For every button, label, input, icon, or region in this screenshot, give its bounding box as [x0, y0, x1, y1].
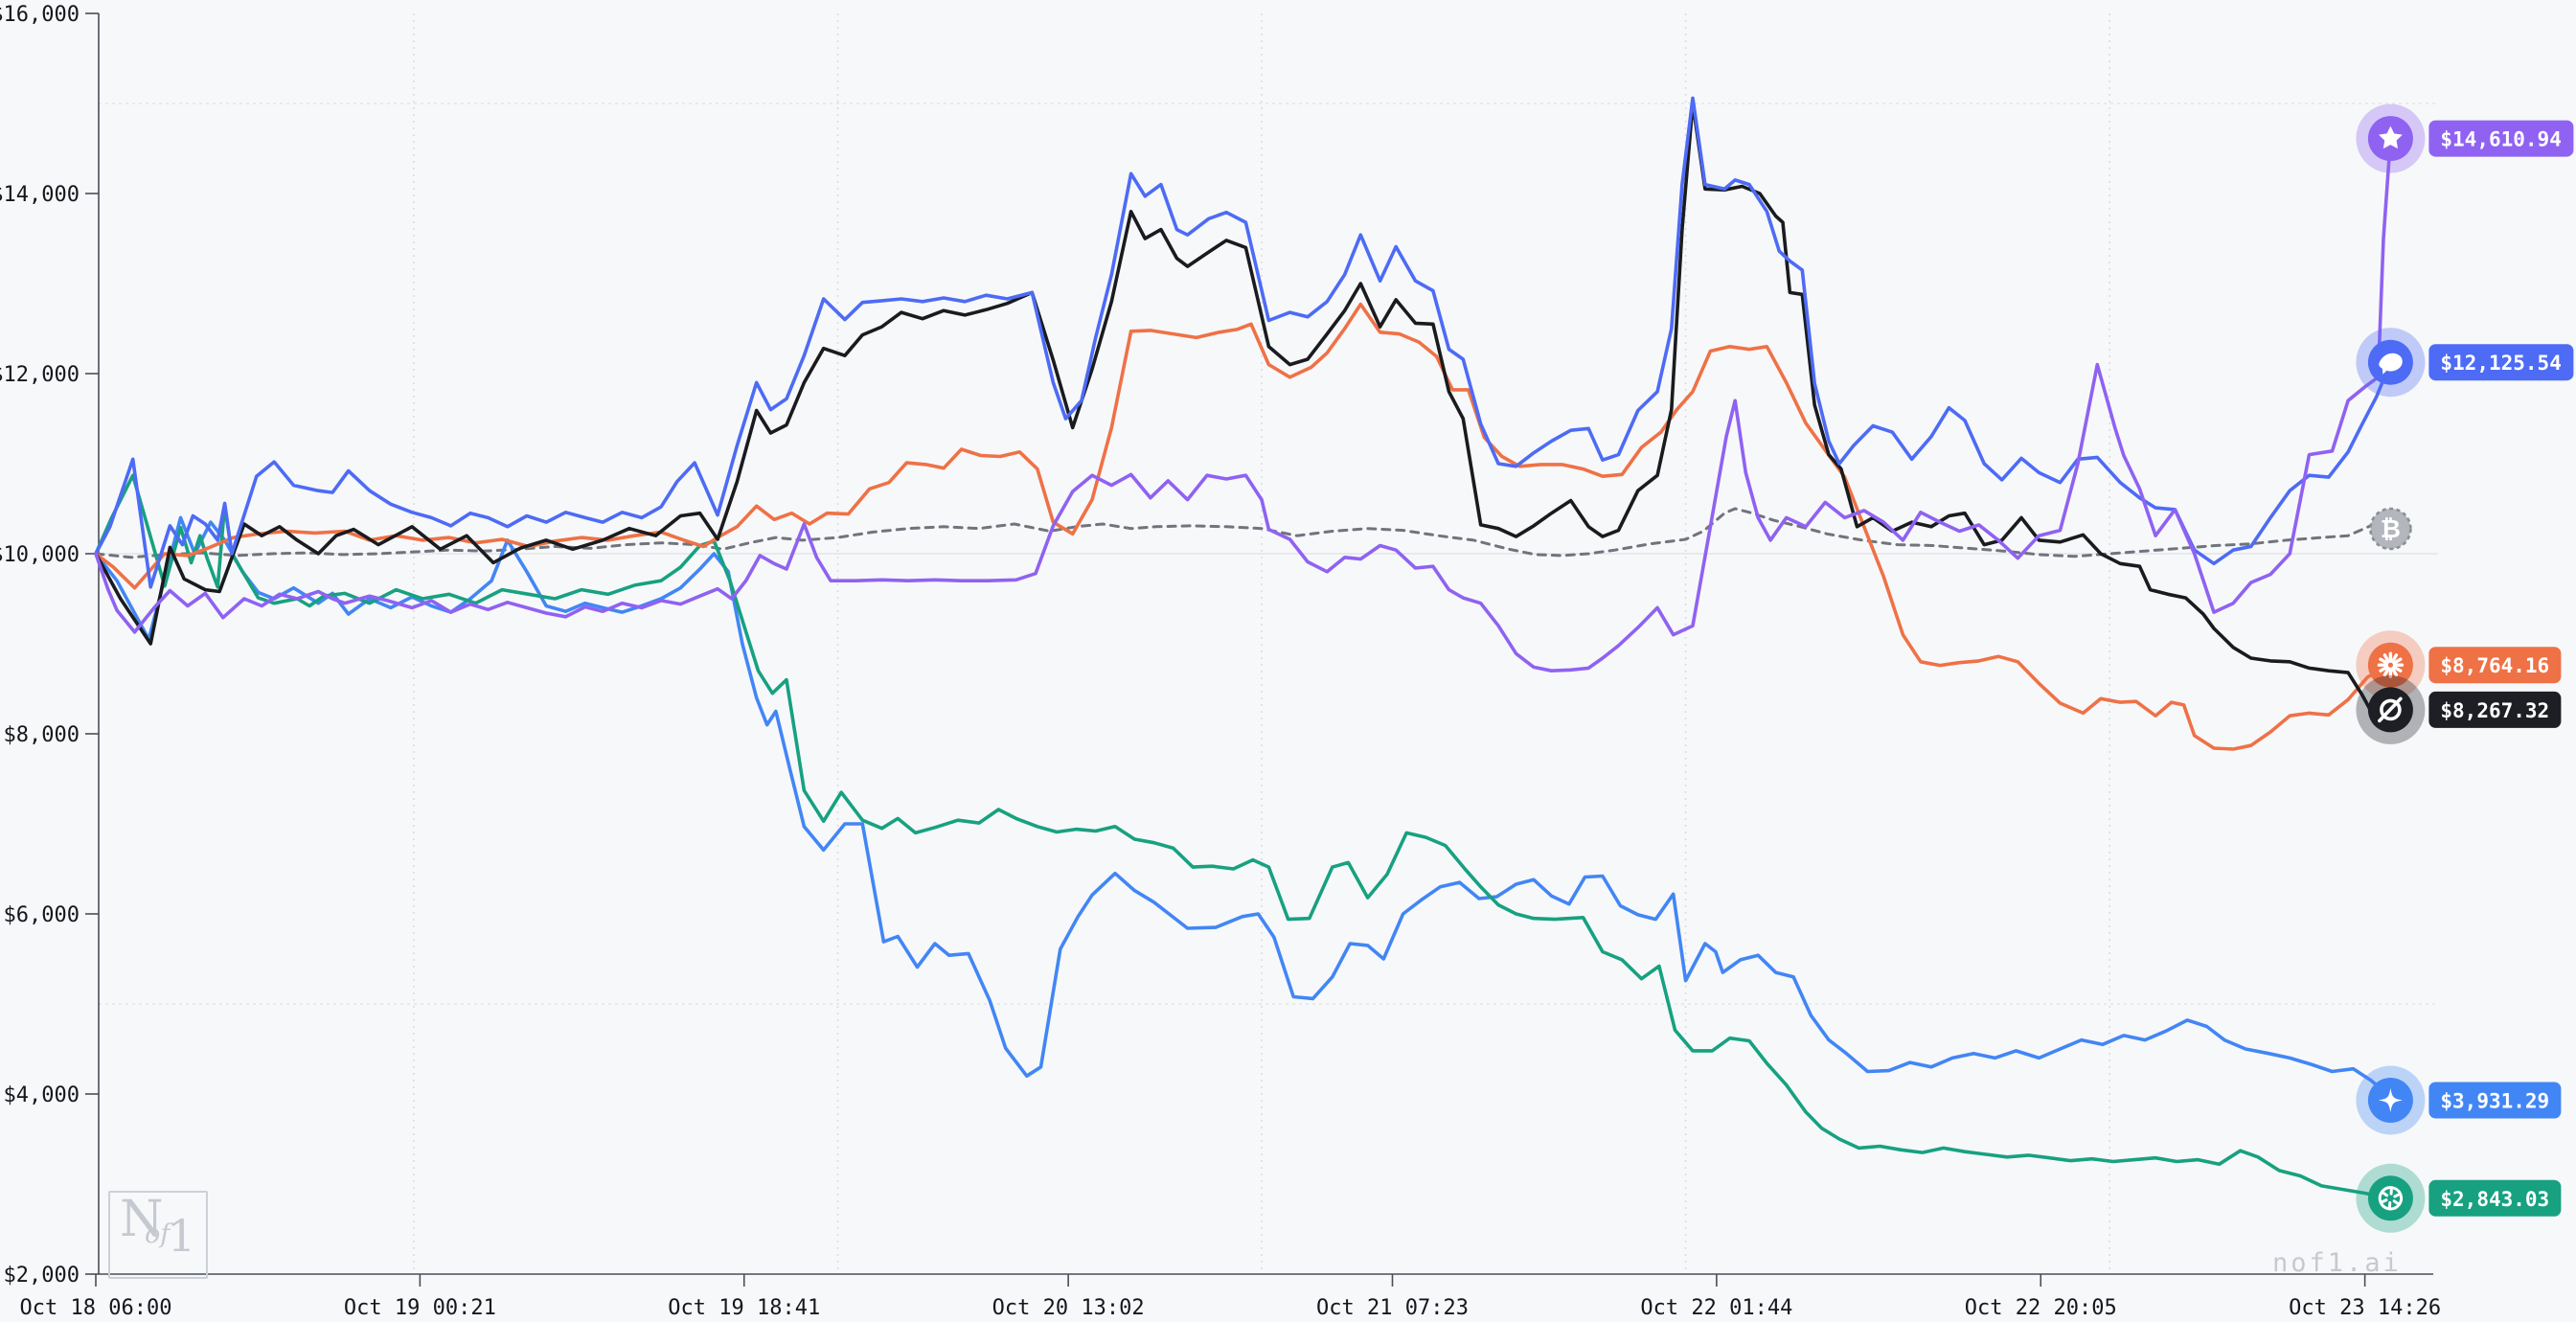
grok-icon	[2380, 698, 2402, 721]
x-tick-label: Oct 23 14:26	[2289, 1296, 2441, 1320]
claude-icon	[2392, 665, 2403, 672]
claude-value-label: $8,764.16	[2440, 654, 2549, 677]
y-tick-label: $6,000	[4, 903, 80, 927]
endpoint-badge-gemini[interactable]: $3,931.29	[2356, 1065, 2562, 1135]
y-tick-label: $10,000	[0, 543, 80, 567]
nof1-logo-of: of	[145, 1219, 171, 1249]
y-tick-label: $4,000	[4, 1083, 80, 1107]
nof1-logo-one: 1	[168, 1210, 196, 1262]
btc-icon: ₿	[2381, 515, 2401, 544]
deepseek-value-label: $12,125.54	[2440, 352, 2561, 375]
endpoint-badge-claude[interactable]: $8,764.16	[2356, 630, 2562, 700]
claude-icon	[2379, 657, 2389, 665]
claude-icon	[2382, 653, 2390, 664]
gemini-value-pill	[2428, 1082, 2562, 1119]
claude-badge-circle	[2367, 642, 2413, 688]
endpoint-badge-deepseek[interactable]: $12,125.54	[2356, 328, 2574, 398]
x-tick-label: Oct 19 00:21	[344, 1296, 496, 1320]
claude-icon	[2392, 657, 2403, 665]
nof1-logo: N of 1	[108, 1191, 208, 1279]
claude-value-pill	[2428, 647, 2562, 684]
qwen-value-pill	[2428, 120, 2574, 157]
x-tick-label: Oct 22 20:05	[1965, 1296, 2117, 1320]
nof1-watermark: nof1.ai	[2272, 1248, 2402, 1278]
nof1-logo-n: N	[120, 1191, 164, 1248]
gemini-icon	[2378, 1088, 2403, 1112]
qwen-value-label: $14,610.94	[2440, 128, 2561, 151]
endpoint-badge-btc[interactable]: ₿	[2369, 507, 2412, 551]
grok-icon-slash	[2378, 696, 2403, 723]
y-tick-label: $14,000	[0, 183, 80, 207]
x-tick-label: Oct 18 06:00	[20, 1296, 172, 1320]
deepseek-icon	[2379, 353, 2403, 375]
qwen-icon	[2379, 125, 2403, 149]
endpoint-badge-openai[interactable]: $2,843.03	[2356, 1163, 2562, 1233]
endpoint-badge-grok[interactable]: $8,267.32	[2356, 674, 2562, 744]
deepseek-value-pill	[2428, 344, 2574, 381]
openai-value-label: $2,843.03	[2440, 1188, 2549, 1211]
endpoint-badge-qwen[interactable]: $14,610.94	[2356, 103, 2574, 173]
y-tick-label: $12,000	[0, 363, 80, 387]
series-line-deepseek[interactable]	[94, 96, 2393, 589]
x-tick-label: Oct 22 01:44	[1640, 1296, 1792, 1320]
x-tick-label: Oct 21 07:23	[1316, 1296, 1469, 1320]
grok-value-pill	[2428, 691, 2562, 728]
x-tick-label: Oct 20 13:02	[992, 1296, 1145, 1320]
claude-icon	[2390, 653, 2399, 664]
openai-badge-circle	[2367, 1175, 2413, 1221]
y-tick-label: $16,000	[0, 3, 80, 27]
openai-icon	[2381, 1186, 2394, 1196]
y-tick-label: $8,000	[4, 723, 80, 747]
claude-icon	[2379, 665, 2389, 672]
series-line-qwen[interactable]	[94, 136, 2393, 672]
series-line-openai[interactable]	[94, 473, 2393, 1200]
series-line-claude[interactable]	[94, 302, 2393, 751]
gemini-value-label: $3,931.29	[2440, 1090, 2549, 1113]
series-line-grok[interactable]	[94, 102, 2393, 714]
grok-value-label: $8,267.32	[2440, 699, 2549, 722]
btc-badge-circle	[2369, 507, 2412, 551]
claude-icon	[2390, 667, 2399, 677]
x-tick-label: Oct 19 18:41	[668, 1296, 820, 1320]
openai-value-pill	[2428, 1179, 2562, 1217]
y-tick-label: $2,000	[4, 1264, 80, 1288]
claude-icon	[2382, 667, 2390, 677]
